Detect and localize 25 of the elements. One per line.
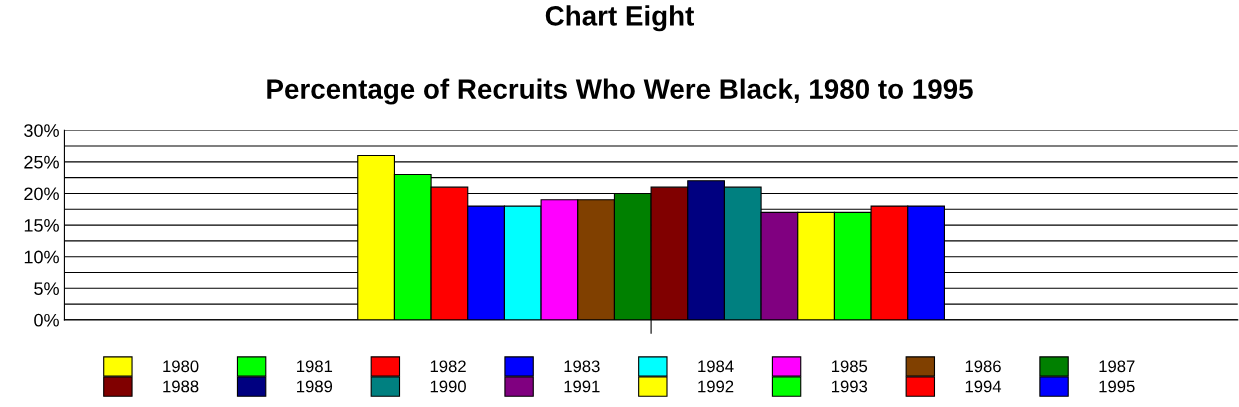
legend-label: 1982 (430, 360, 466, 373)
legend-label: 1990 (430, 380, 466, 393)
legend-label: 1995 (1099, 380, 1135, 393)
legend-label: 1987 (1099, 360, 1135, 373)
legend-label: 1985 (832, 360, 868, 373)
y-tick-label: 15% (24, 219, 59, 232)
legend-label: 1983 (564, 360, 600, 373)
y-tick-label: 5% (34, 282, 59, 296)
y-tick-label: 30% (24, 124, 59, 137)
legend-label: 1986 (965, 360, 1001, 373)
legend-label: 1989 (297, 380, 333, 393)
legend-label: 1992 (698, 380, 734, 393)
y-tick-label: 20% (24, 187, 59, 201)
legend-label: 1988 (163, 380, 199, 393)
legend-label: 1991 (564, 380, 600, 393)
legend-label: 1980 (163, 360, 199, 373)
y-tick-label: 10% (24, 250, 59, 264)
y-tick-label: 0% (34, 313, 59, 327)
legend-label: 1994 (965, 380, 1002, 393)
legend-label: 1981 (297, 360, 333, 373)
y-tick-label: 25% (24, 155, 59, 169)
chart-subtitle: Percentage of Recruits Who Were Black, 1980 to 1995 (267, 78, 973, 105)
legend-label: 1993 (832, 380, 868, 393)
legend-label: 1984 (698, 360, 734, 373)
chart-title: Chart Eight (545, 5, 695, 32)
